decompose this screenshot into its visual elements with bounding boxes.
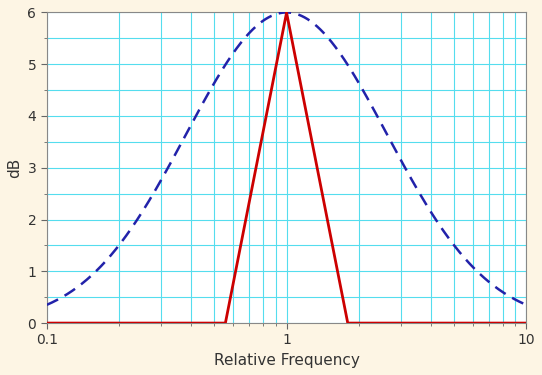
Y-axis label: dB: dB (7, 158, 22, 178)
X-axis label: Relative Frequency: Relative Frequency (214, 353, 359, 368)
